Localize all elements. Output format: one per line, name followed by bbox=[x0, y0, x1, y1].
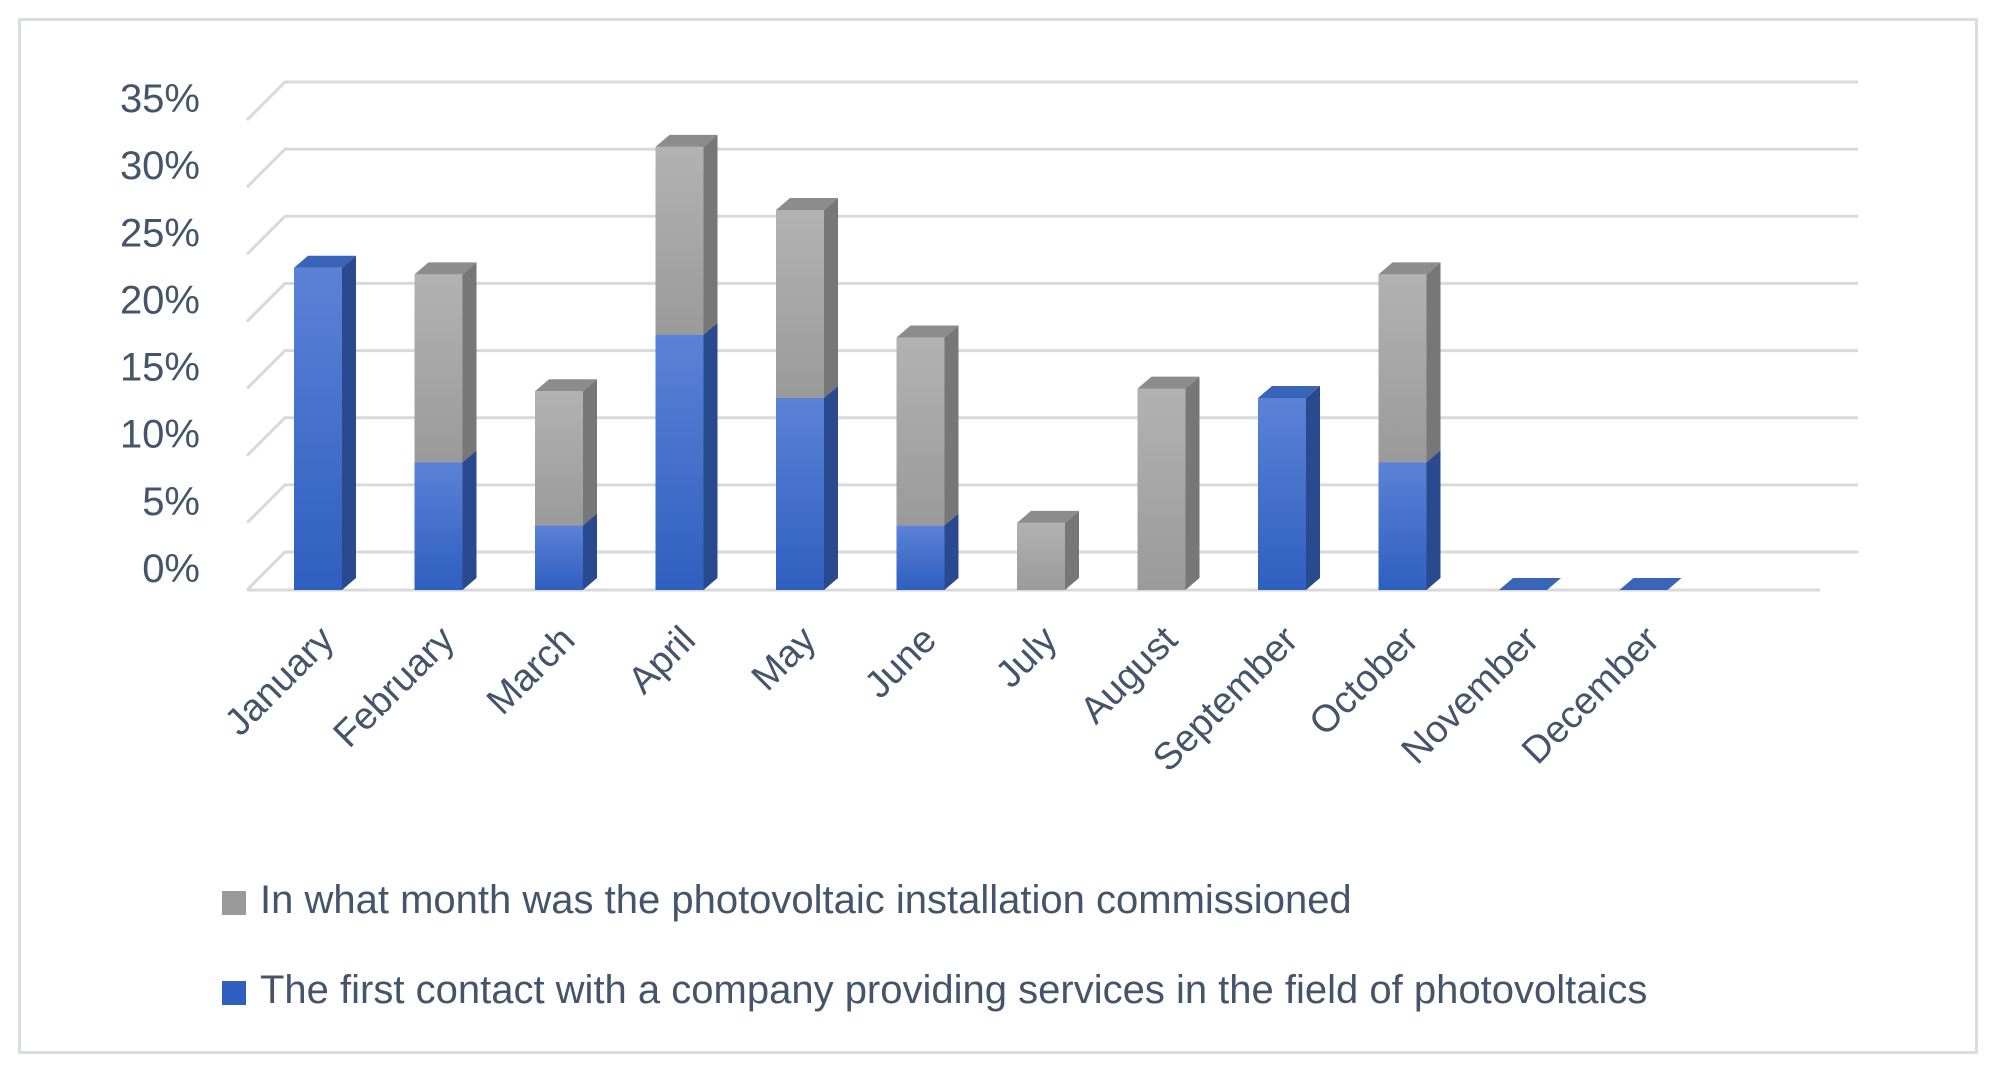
y-axis: 0% 5% 10% 15% 20% 25% 30% 35% bbox=[120, 77, 200, 591]
legend-label: The first contact with a company providi… bbox=[260, 968, 1647, 1012]
bar-commissioned bbox=[535, 379, 597, 526]
gridline bbox=[245, 281, 1858, 323]
x-tick-label: February bbox=[326, 619, 463, 756]
bar-commissioned-side bbox=[1185, 376, 1200, 590]
bar-first-contact-side bbox=[583, 513, 597, 590]
x-tick-label: October bbox=[1302, 618, 1428, 744]
bar-commissioned bbox=[1378, 262, 1441, 463]
bar-commissioned-front bbox=[535, 391, 583, 526]
bar-first-contact-side bbox=[703, 322, 718, 590]
bar-first-contact-front bbox=[776, 397, 824, 590]
gridline bbox=[245, 483, 1858, 524]
bar-commissioned-top bbox=[1378, 262, 1441, 275]
x-tick-label: January bbox=[217, 619, 342, 744]
bar-commissioned-top bbox=[1137, 376, 1200, 389]
legend: In what month was the photovoltaic insta… bbox=[222, 878, 1647, 1012]
y-tick-label: 35% bbox=[120, 77, 200, 121]
bar-commissioned-side bbox=[1426, 262, 1441, 463]
bar-first-contact-front bbox=[896, 525, 945, 590]
bar-commissioned-side bbox=[944, 325, 959, 526]
x-tick-label: May bbox=[744, 619, 824, 699]
bar-commissioned-front bbox=[414, 274, 463, 463]
y-tick-label: 0% bbox=[142, 547, 200, 591]
gridline bbox=[245, 550, 1858, 592]
gridline bbox=[245, 416, 1858, 457]
bar-first-contact bbox=[414, 450, 477, 590]
bar-commissioned-front bbox=[655, 146, 704, 335]
legend-swatch bbox=[222, 981, 246, 1005]
bar-first-contact bbox=[294, 255, 356, 590]
legend-label: In what month was the photovoltaic insta… bbox=[260, 878, 1352, 922]
bar-first-contact bbox=[1258, 385, 1320, 590]
bar-commissioned bbox=[655, 134, 718, 335]
bar-commissioned bbox=[414, 262, 477, 463]
bar-commissioned-front bbox=[896, 337, 945, 526]
bar-commissioned bbox=[1137, 376, 1200, 590]
bar-commissioned-top bbox=[1017, 510, 1079, 523]
y-tick-label: 5% bbox=[142, 480, 200, 524]
bar-commissioned-side bbox=[1065, 510, 1079, 590]
bar-first-contact-side bbox=[462, 450, 477, 590]
bar-commissioned-front bbox=[776, 209, 824, 398]
bar-first-contact bbox=[776, 385, 838, 590]
bar-commissioned-side bbox=[583, 379, 597, 526]
x-tick-label: April bbox=[620, 619, 703, 702]
bar-commissioned-front bbox=[1378, 274, 1427, 463]
x-tick-label: June bbox=[857, 619, 945, 707]
bar-commissioned-top bbox=[655, 134, 718, 147]
gridline bbox=[245, 80, 1858, 122]
bar-first-contact-front bbox=[655, 334, 704, 590]
bar-commissioned-side bbox=[824, 197, 838, 398]
bar-commissioned bbox=[1017, 510, 1079, 590]
y-tick-label: 15% bbox=[120, 346, 200, 390]
gridline bbox=[245, 147, 1858, 189]
x-tick-label: July bbox=[988, 619, 1065, 696]
bar-commissioned-side bbox=[703, 134, 718, 335]
bar-commissioned bbox=[896, 325, 959, 526]
legend-swatch bbox=[222, 891, 246, 915]
bar-first-contact-front bbox=[1378, 462, 1427, 590]
gridline bbox=[245, 214, 1858, 256]
bar-first-contact-front bbox=[535, 525, 583, 590]
bar-first-contact-side bbox=[944, 513, 959, 590]
bar-first-contact-front bbox=[414, 462, 463, 590]
bar-first-contact-front bbox=[1258, 397, 1306, 590]
legend-item: The first contact with a company providi… bbox=[222, 968, 1647, 1012]
bar-first-contact-side bbox=[1426, 450, 1441, 590]
bar-commissioned-top bbox=[535, 379, 597, 392]
gridline bbox=[245, 349, 1858, 390]
bar-first-contact-side bbox=[824, 385, 838, 590]
x-tick-label: August bbox=[1073, 618, 1187, 732]
bar-first-contact-top bbox=[1258, 385, 1320, 398]
bar-first-contact-side bbox=[342, 255, 356, 590]
bar-commissioned bbox=[776, 197, 838, 398]
bar-commissioned-top bbox=[896, 325, 959, 338]
bar-first-contact bbox=[1378, 450, 1441, 590]
bar-zero bbox=[1619, 578, 1682, 590]
x-tick-label: March bbox=[479, 619, 583, 723]
bar-commissioned-side bbox=[462, 262, 477, 463]
y-tick-label: 30% bbox=[120, 144, 200, 188]
bar-commissioned-front bbox=[1137, 388, 1186, 590]
y-tick-label: 20% bbox=[120, 278, 200, 322]
bar-commissioned-front bbox=[1017, 522, 1065, 590]
bar-first-contact-front bbox=[294, 267, 342, 590]
bar-first-contact-top bbox=[294, 255, 356, 268]
legend-item: In what month was the photovoltaic insta… bbox=[222, 878, 1352, 922]
bar-first-contact-side bbox=[1306, 385, 1320, 590]
bar-commissioned-top bbox=[776, 197, 838, 210]
bar-zero bbox=[1499, 578, 1561, 590]
y-tick-label: 25% bbox=[120, 211, 200, 255]
bar-commissioned-top bbox=[414, 262, 477, 275]
bars bbox=[294, 134, 1682, 590]
y-tick-label: 10% bbox=[120, 413, 200, 457]
bar-first-contact bbox=[655, 322, 718, 590]
